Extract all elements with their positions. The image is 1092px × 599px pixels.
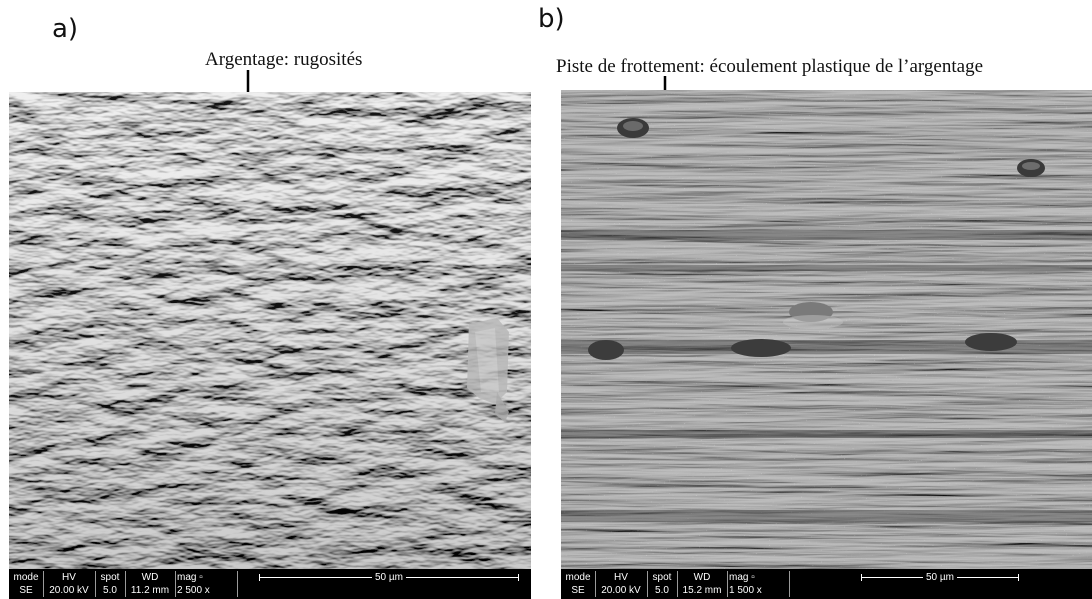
scale-bar-label: 50 µm [923,571,957,584]
databar-mag-value: 2 500 x [177,585,210,596]
scale-bar-label: 50 µm [372,571,406,584]
databar-mode-value: SE [571,585,585,596]
panel-b-letter: b) [538,4,565,34]
databar-mode-value: SE [19,585,33,596]
databar-hv-header: HV [62,572,76,583]
wear-track-bands [561,230,1092,522]
panel-a-letter: a) [52,14,79,44]
scale-bar-b: 50 µm [861,571,1019,584]
databar-spot-header: spot [652,572,672,583]
debris-features [588,118,1045,360]
databar-mag-header: mag ▫ [177,572,203,583]
databar-mode-header: mode [565,572,591,583]
databar-hv-header: HV [614,572,628,583]
panel-b-caption: Piste de frottement: écoulement plastiqu… [556,56,983,77]
databar-hv-value: 20.00 kV [49,585,89,596]
sem-image-a: mode SE HV 20.00 kV spot 5.0 WD 11.2 mm … [9,92,531,599]
sem-micrograph-b [561,90,1092,569]
databar-spot-header: spot [100,572,120,583]
sem-image-b: mode SE HV 20.00 kV spot 5.0 WD 15.2 mm … [561,90,1092,599]
surface-particle [467,318,509,422]
databar-wd-value: 15.2 mm [682,585,722,596]
databar-mag-header: mag ▫ [729,572,755,583]
sem-databar-b: mode SE HV 20.00 kV spot 5.0 WD 15.2 mm … [561,569,1092,599]
databar-mag-value: 1 500 x [729,585,762,596]
databar-spot-value: 5.0 [655,585,669,596]
databar-hv-value: 20.00 kV [601,585,641,596]
sem-databar-a: mode SE HV 20.00 kV spot 5.0 WD 11.2 mm … [9,569,531,599]
databar-wd-header: WD [141,572,159,583]
databar-spot-value: 5.0 [103,585,117,596]
databar-wd-value: 11.2 mm [130,585,170,596]
databar-wd-header: WD [693,572,711,583]
databar-mode-header: mode [13,572,39,583]
panel-a-caption: Argentage: rugosités [205,49,363,70]
sem-micrograph-a [9,92,531,569]
scale-bar-a: 50 µm [259,571,519,584]
